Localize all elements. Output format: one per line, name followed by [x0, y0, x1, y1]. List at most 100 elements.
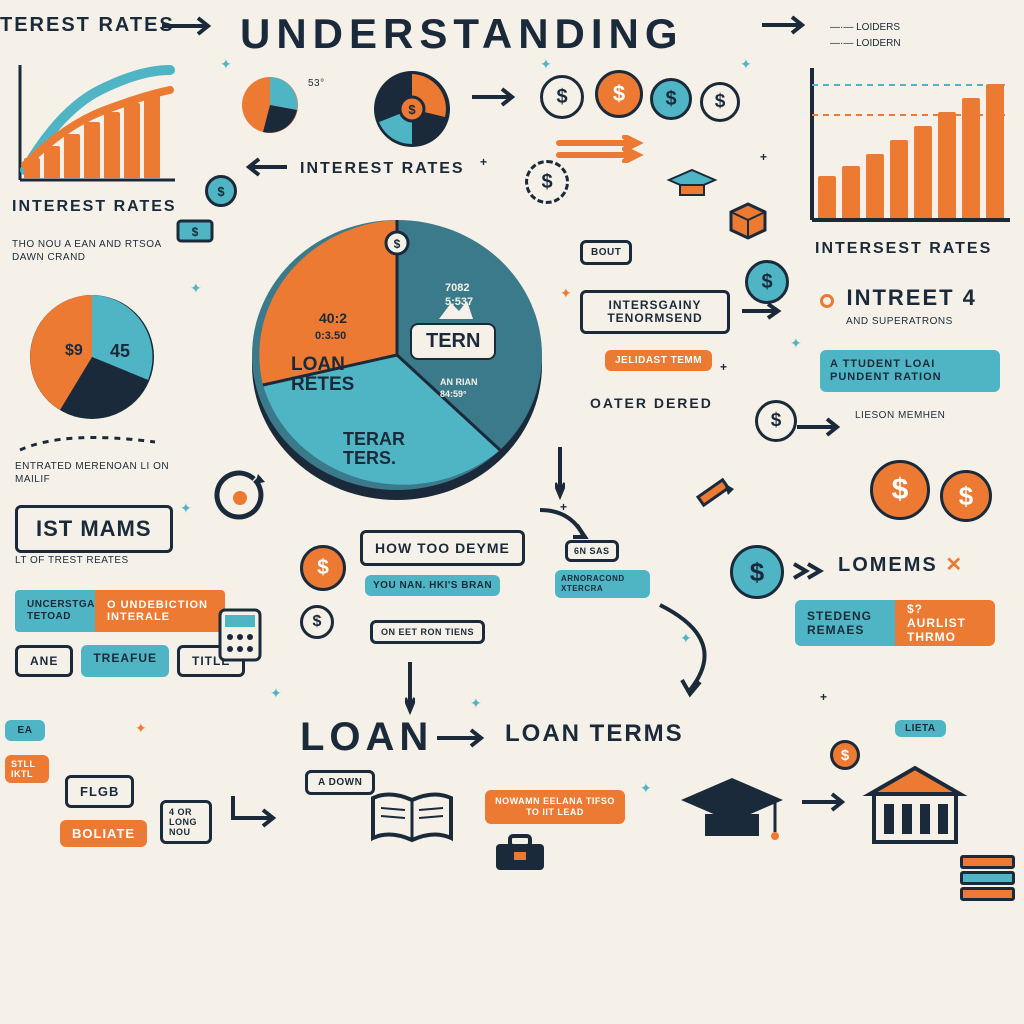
grad-cap-icon [665, 165, 720, 205]
tag-arnoracond: ARNORACOND XTERCRA [555, 570, 650, 598]
arrow-right-icon [760, 12, 810, 38]
tag-you-nan: YOU NAN. HKI'S BRAN [365, 575, 500, 596]
pie-main: $ 40:2 0:3.50 7082 5:537 43.7° AN RIAN 8… [245, 205, 550, 510]
arrow-right-icon [800, 790, 850, 814]
tag-jelidast: JELIDAST TEMM [605, 350, 712, 371]
svg-text:$: $ [394, 237, 401, 251]
label-and-sup: AND SUPERATRONS [846, 316, 953, 327]
grad-cap-icon [675, 770, 790, 850]
sparkle-icon: ✦ [135, 720, 147, 737]
pencil-icon [690, 475, 740, 525]
svg-text:AN RIAN: AN RIAN [440, 377, 478, 387]
label-intersest-rates: INTERSEST RATES [815, 240, 992, 258]
briefcase-icon [490, 830, 550, 875]
chevron-right-icon [790, 560, 830, 582]
compass-icon: $ [365, 62, 460, 157]
bar-chart-right [800, 60, 1015, 230]
dollar-coin-icon: $ [830, 740, 860, 770]
plus-icon: + [720, 360, 727, 374]
pie-slice-label-loan: LOANRETES [291, 355, 354, 395]
dashed-dollar-icon: $ [525, 160, 569, 204]
arrow-down-icon [405, 660, 415, 715]
label-loan-big: LOAN [300, 715, 433, 760]
tag-flgb: FLGB [65, 775, 134, 808]
intreet-bullet: INTREET 4 [820, 285, 977, 311]
sparkle-icon: ✦ [180, 500, 192, 517]
tag-pair-left: UNCERSTGAUE TETOAD O UNDEBICTION INTERAL… [15, 590, 225, 632]
dollar-coin-icon: $ [540, 75, 584, 119]
dollar-coin-icon: $ [700, 82, 740, 122]
dollar-coin-icon: $ [940, 470, 992, 522]
arrow-down-icon [555, 445, 565, 500]
arrow-right-icon [435, 725, 490, 751]
label-loan-terms: LOAN TERMS [505, 720, 684, 748]
tag-stll: STLL IKTL [5, 755, 49, 783]
arrow-left-icon [245, 155, 290, 179]
dollar-coin-icon: $ [730, 545, 784, 599]
money-note-icon: $ [175, 215, 215, 247]
dollar-coin-icon: $ [300, 545, 346, 591]
dollar-coin-icon: $ [755, 400, 797, 442]
label-lt-trest: LT OF TREST REATES [15, 555, 129, 566]
dollar-coin-icon: $ [870, 460, 930, 520]
pie-badge-tern: TERN [410, 323, 496, 360]
arrow-right-icon [795, 415, 845, 439]
arrow-right-icon [160, 12, 220, 40]
mini-chart-left [10, 55, 180, 190]
tag-6n-sas: 6N SAS [565, 540, 619, 562]
tag-long-nou: 4 OR LONG NOU [160, 800, 212, 844]
sparkle-icon: ✦ [470, 695, 482, 712]
tag-how-too: HOW TOO DEYME [360, 530, 525, 566]
tag-ist-mams: IST MAMS [15, 505, 173, 553]
dollar-coin-icon: $ [300, 605, 334, 639]
dashed-curve-icon [15, 430, 165, 458]
plus-icon: + [560, 500, 567, 514]
sparkle-icon: ✦ [640, 780, 652, 797]
tag-pair-right: STEDENG REMAES $? AURLIST THRMO [795, 600, 995, 646]
calculator-icon [215, 605, 265, 665]
fold-arrow-icon [225, 790, 280, 830]
svg-text:$9: $9 [65, 342, 83, 359]
arrow-right-icon [470, 85, 520, 109]
header-left: TEREST RATES [0, 14, 175, 37]
loop-arrow-icon [210, 470, 270, 525]
svg-text:$: $ [408, 102, 416, 117]
sparkle-icon: ✦ [190, 280, 202, 297]
label-lieson: LIESON MEMHEN [855, 410, 975, 422]
tag-lieta: LIETA [895, 720, 946, 737]
tag-intersgainy: INTERSGAINY TENORMSEND [580, 290, 730, 334]
sparkle-icon: ✦ [220, 56, 232, 73]
tag-boliate: BOLIATE [60, 820, 147, 847]
page-title: UNDERSTANDING [240, 10, 684, 58]
pie-slice-label-terar: TERARTERS. [343, 430, 405, 468]
plus-icon: + [760, 150, 767, 164]
tiny-530: 53° [308, 78, 325, 89]
mountain-icon [435, 297, 475, 323]
tag-nowman: NOWAMN EELANA TIFSO TO IIT LEAD [485, 790, 625, 824]
sparkle-icon: ✦ [790, 335, 802, 352]
plus-icon: + [820, 690, 827, 704]
coin-icon: $ [205, 175, 237, 207]
label-entrated: ENTRATED MERENOAN LI ON MAILIF [15, 460, 170, 486]
svg-text:40:2: 40:2 [319, 310, 347, 326]
sparkle-icon: ✦ [540, 56, 552, 73]
curve-arrow-icon [650, 600, 740, 700]
label-oater: OATER DERED [590, 395, 713, 411]
tag-on-eet: ON EET RON TIENS [370, 620, 485, 644]
label-tho-nou: THO NOU A EAN AND RTSOA DAWN CRAND [12, 238, 182, 264]
books-icon [960, 855, 1015, 901]
bank-icon [860, 760, 970, 850]
dollar-coin-icon: $ [595, 70, 643, 118]
svg-text:$: $ [192, 225, 199, 239]
dollar-coin-icon: $ [650, 78, 692, 120]
dollar-coin-icon: $ [745, 260, 789, 304]
donut-icon [235, 70, 305, 140]
svg-text:45: 45 [110, 341, 130, 361]
pie-small-left: $9 45 [20, 285, 165, 430]
sparkle-icon: ✦ [680, 630, 692, 647]
tag-row-left: ANE TREAFUE TITLE [15, 645, 245, 677]
sparkle-icon: ✦ [560, 285, 572, 302]
label-lomems: LOMEMS ✕ [838, 552, 964, 577]
sparkle-icon: ✦ [740, 56, 752, 73]
label-interest-rates-left: INTEREST RATES [12, 198, 177, 216]
